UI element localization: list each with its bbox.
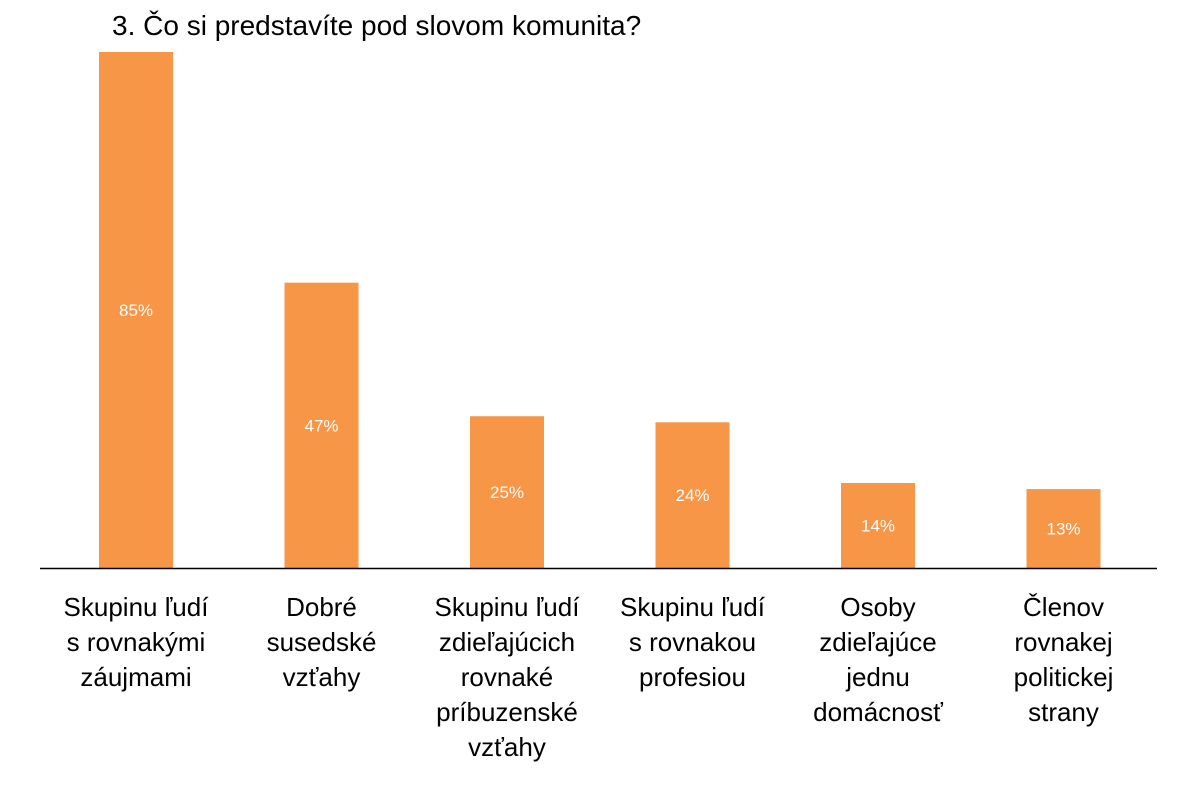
data-label-5: 14% (861, 517, 895, 536)
data-label-2: 47% (304, 416, 338, 435)
category-label-line: strany (1028, 697, 1099, 727)
category-label-line: vzťahy (282, 662, 361, 692)
bar-2 (284, 282, 359, 568)
category-label-line: Skupinu ľudí (434, 592, 580, 622)
data-label-6: 13% (1046, 520, 1080, 539)
category-label-line: príbuzenské (436, 697, 578, 727)
category-label-line: politickej (1013, 662, 1114, 692)
category-label-line: zdieľajúcich (438, 627, 576, 657)
category-label-line: Skupinu ľudí (620, 592, 765, 622)
category-label-5: Osoby zdieľajúce jednu domácnosť (783, 590, 973, 730)
category-label-4: Skupinu ľudí s rovnakou profesiou (598, 590, 788, 695)
category-label-line: Osoby (840, 592, 916, 622)
category-label-line: domácnosť (813, 697, 943, 727)
category-label-line: Členov (1023, 592, 1104, 622)
category-label-line: profesiou (639, 662, 746, 692)
category-label-line: jednu (846, 662, 910, 692)
bar-1 (99, 52, 173, 568)
bar-3 (470, 416, 544, 568)
bar-5 (841, 483, 915, 568)
data-label-1: 85% (119, 301, 153, 320)
data-label-4: 24% (675, 486, 709, 505)
category-label-line: záujmami (80, 662, 192, 692)
bar-4 (655, 422, 730, 568)
category-label-line: rovnaké (460, 662, 554, 692)
category-label-line: rovnakej (1014, 627, 1113, 657)
category-label-3: Skupinu ľudí zdieľajúcich rovnaké príbuzens… (412, 590, 602, 765)
category-label-6: Členov rovnakej politickej strany (969, 590, 1159, 730)
category-label-line: susedské (266, 627, 377, 657)
bar-6 (1026, 489, 1101, 568)
chart-title: 3. Čo si predstavíte pod slovom komunita… (112, 10, 642, 41)
category-label-line: vzťahy (468, 732, 546, 762)
category-label-2: Dobré susedské vzťahy (227, 590, 417, 695)
category-label-line: Skupinu ľudí (63, 592, 209, 622)
data-label-3: 25% (490, 483, 524, 502)
category-label-line: s rovnakou (628, 627, 757, 657)
category-label-line: s rovnakými (66, 627, 206, 657)
category-label-line: zdieľajúce (819, 627, 937, 657)
category-label-line: Dobré (286, 592, 357, 622)
category-label-1: Skupinu ľudí s rovnakými záujmami (41, 590, 231, 695)
